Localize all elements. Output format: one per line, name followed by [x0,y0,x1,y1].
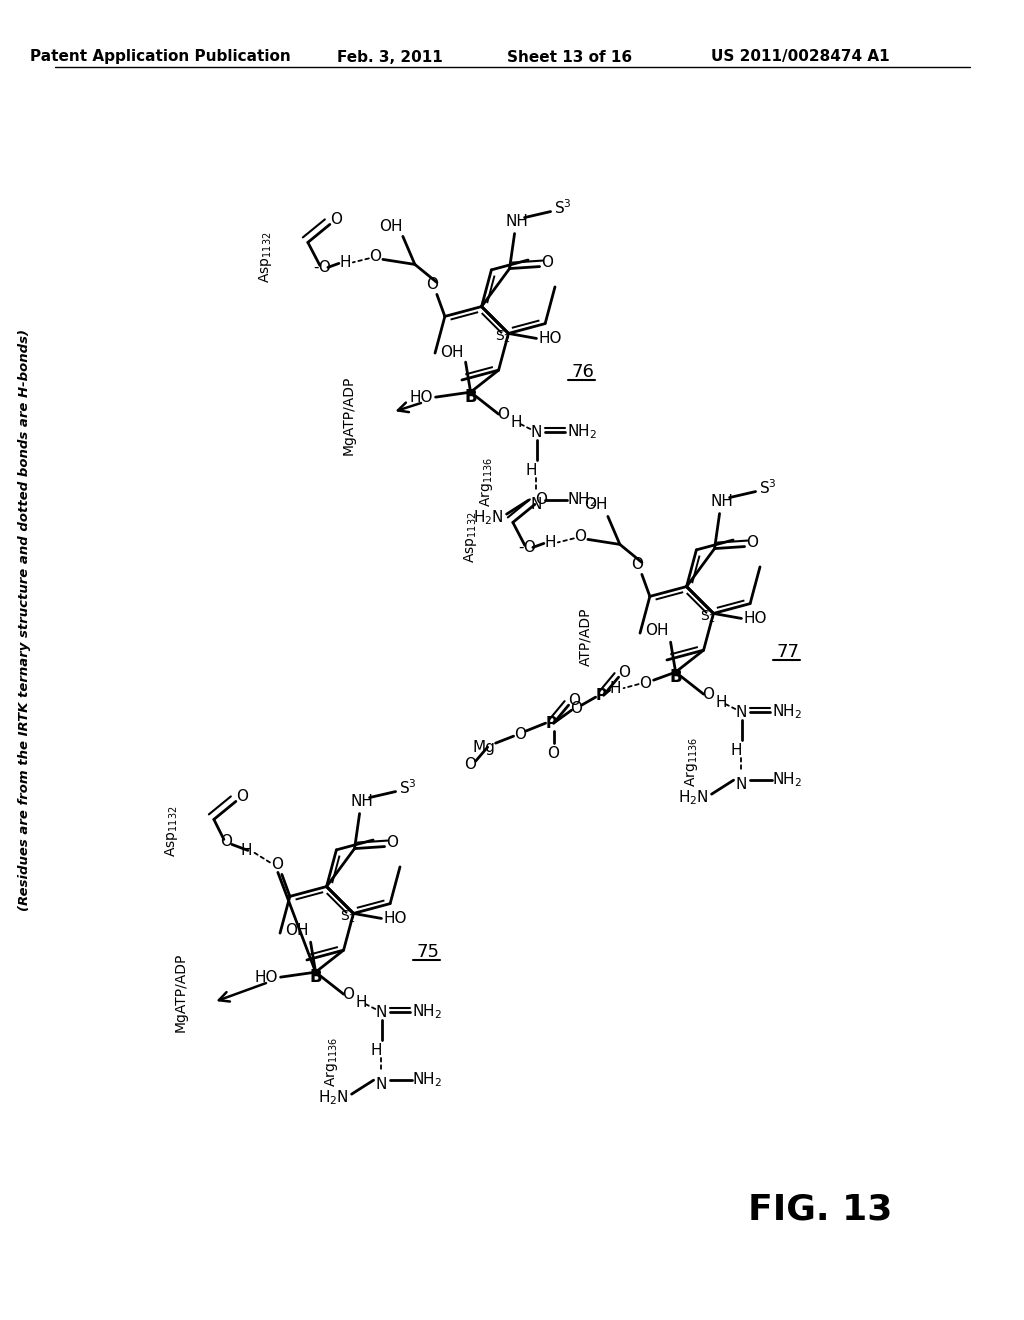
Text: N: N [736,776,748,792]
Text: N: N [530,425,543,440]
Text: Feb. 3, 2011: Feb. 3, 2011 [337,49,442,65]
Text: N: N [376,1077,387,1092]
Text: O: O [498,407,510,421]
Text: O: O [746,535,759,550]
Text: H: H [511,414,522,429]
Text: O: O [330,213,342,227]
Text: H$_2$N: H$_2$N [318,1089,349,1107]
Text: N: N [736,705,748,719]
Text: Arg$_{1136}$: Arg$_{1136}$ [324,1038,340,1088]
Text: O: O [535,492,547,507]
Text: H: H [610,681,622,696]
Text: S$^3$: S$^3$ [554,198,571,216]
Text: S$_2$: S$_2$ [496,329,512,345]
Text: NH: NH [505,214,528,230]
Text: H: H [371,1043,382,1057]
Text: H$_2$N: H$_2$N [678,789,709,808]
Text: N: N [376,1005,387,1019]
Text: MgATP/ADP: MgATP/ADP [174,953,187,1032]
Text: H: H [339,255,350,269]
Text: (Residues are from the IRTK ternary structure and dotted bonds are H-bonds): (Residues are from the IRTK ternary stru… [18,329,32,911]
Text: Asp$_{1132}$: Asp$_{1132}$ [257,232,274,282]
Text: S$_2$: S$_2$ [341,908,356,925]
Text: 77: 77 [776,643,800,661]
Text: Sheet 13 of 16: Sheet 13 of 16 [508,49,633,65]
Text: -O: -O [313,260,331,275]
Text: Arg$_{1136}$: Arg$_{1136}$ [683,737,700,787]
Text: B: B [464,388,477,407]
Text: OH: OH [584,496,607,512]
Text: H: H [356,995,368,1010]
Text: HO: HO [410,389,433,405]
Text: MgATP/ADP: MgATP/ADP [342,375,355,455]
Text: FIG. 13: FIG. 13 [748,1193,892,1228]
Text: Arg$_{1136}$: Arg$_{1136}$ [478,457,495,507]
Text: H$_2$N: H$_2$N [473,508,504,528]
Text: O: O [631,557,643,572]
Text: O: O [236,789,248,804]
Text: HO: HO [255,970,279,985]
Text: NH: NH [710,494,733,510]
Text: Patent Application Publication: Patent Application Publication [30,49,291,65]
Text: Mg: Mg [472,739,495,755]
Text: -O: -O [518,540,536,554]
Text: NH$_2$: NH$_2$ [772,771,803,789]
Text: Asp$_{1132}$: Asp$_{1132}$ [164,805,180,857]
Text: 75: 75 [417,942,439,961]
Text: H: H [731,743,742,758]
Text: O: O [640,676,651,690]
Text: H: H [526,462,538,478]
Text: OH: OH [440,345,463,359]
Text: 76: 76 [571,363,595,381]
Text: P: P [596,688,607,702]
Text: HO: HO [539,331,562,346]
Text: H: H [716,694,727,710]
Text: OH: OH [645,623,669,638]
Text: O: O [618,665,631,680]
Text: B: B [670,668,682,686]
Text: OH: OH [285,923,308,937]
Text: O: O [542,255,554,271]
Text: S$^3$: S$^3$ [398,779,417,797]
Text: S$_2$: S$_2$ [700,609,717,624]
Text: NH$_2$: NH$_2$ [772,702,803,722]
Text: S$^3$: S$^3$ [759,478,776,496]
Text: O: O [426,277,438,292]
Text: P: P [546,715,557,731]
Text: HO: HO [384,911,408,925]
Text: NH$_2$: NH$_2$ [413,1071,442,1089]
Text: O: O [702,686,715,702]
Text: B: B [309,968,322,986]
Text: O: O [548,746,559,760]
Text: US 2011/0028474 A1: US 2011/0028474 A1 [711,49,889,65]
Text: H: H [240,843,252,858]
Text: NH$_2$: NH$_2$ [567,491,598,510]
Text: O: O [573,529,586,544]
Text: O: O [369,249,381,264]
Text: H: H [544,535,556,550]
Text: O: O [271,857,283,873]
Text: HO: HO [743,611,767,626]
Text: O: O [220,834,231,849]
Text: O: O [343,986,354,1002]
Text: O: O [515,726,526,742]
Text: ATP/ADP: ATP/ADP [579,609,593,667]
Text: O: O [570,701,583,715]
Text: O: O [465,756,476,772]
Text: O: O [387,836,398,850]
Text: O: O [568,693,581,708]
Text: NH: NH [350,795,373,809]
Text: NH$_2$: NH$_2$ [567,422,598,441]
Text: NH$_2$: NH$_2$ [413,1003,442,1022]
Text: N: N [530,496,543,512]
Text: OH: OH [379,219,402,234]
Text: Asp$_{1132}$: Asp$_{1132}$ [463,512,479,564]
